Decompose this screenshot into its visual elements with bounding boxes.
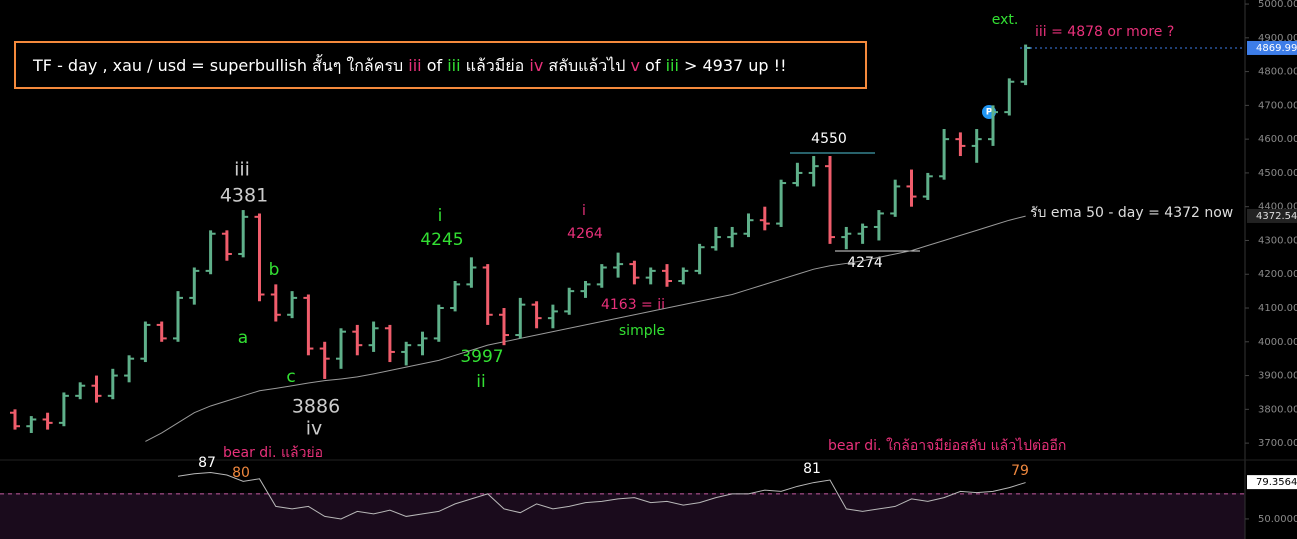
title-segment: แล้วมีย่อ: [461, 56, 530, 75]
annotation: 81: [803, 461, 821, 477]
annotation: 87: [198, 455, 216, 471]
title-box: [14, 41, 867, 89]
price-tag-label: 4372.54: [1256, 211, 1297, 222]
annotation: ext.: [992, 12, 1019, 28]
annotations: iii 4381 a b c 3886 iv i 4245 3997 ii i …: [198, 12, 1233, 481]
price-tag: [1247, 475, 1297, 490]
marker-text: P: [986, 108, 993, 118]
y-tick-label: 4600.00: [1258, 134, 1297, 145]
ema-line: [145, 215, 1026, 442]
y-tick-label: 4000.00: [1258, 337, 1297, 348]
rsi-line: [177, 472, 1026, 520]
annotation: iv: [306, 418, 323, 440]
title-segment: > 4937 up !!: [679, 56, 787, 75]
annotation: 80: [232, 465, 250, 481]
title-segment: TF - day , xau / usd = superbullish สั้น…: [32, 54, 408, 75]
annotation: bear di. ใกล้อาจมีย่อสลับ แล้วไปต่ออีก: [828, 437, 1066, 454]
annotation: 79: [1011, 463, 1029, 479]
chart-title: TF - day , xau / usd = superbullish สั้น…: [32, 54, 787, 75]
y-tick-label: 4800.00: [1258, 67, 1297, 78]
annotation: i: [582, 203, 586, 219]
y-tick-label: 3900.00: [1258, 371, 1297, 382]
annotation: iii: [234, 159, 250, 181]
annotation: a: [238, 328, 248, 348]
y-tick-label: 4100.00: [1258, 303, 1297, 314]
y-tick-label: 4400.00: [1258, 202, 1297, 213]
price-tag: [1247, 40, 1297, 55]
annotation: ii: [476, 372, 485, 392]
y-tick-label: 3800.00: [1258, 404, 1297, 415]
annotation: b: [269, 260, 280, 280]
y-tick-label: 50.0000: [1258, 514, 1297, 525]
annotation: 4550: [811, 131, 847, 147]
y-tick-label: 4700.00: [1258, 100, 1297, 111]
title-segment: v: [631, 56, 640, 75]
annotation: 4264: [567, 226, 603, 242]
y-tick-label: 5000.00: [1258, 0, 1297, 10]
annotation: 4274: [847, 255, 883, 271]
title-segment: of: [422, 56, 448, 75]
price-tag-label: 79.3564: [1256, 477, 1297, 488]
annotation: 3997: [460, 347, 503, 367]
annotation: 4163 = ii: [601, 297, 665, 313]
y-tick-label: 4300.00: [1258, 235, 1297, 246]
annotation: รับ ema 50 - day = 4372 now: [1030, 205, 1233, 221]
annotation: bear di. แล้วย่อ: [223, 445, 323, 461]
price-tag-label: 4869.99: [1256, 43, 1297, 54]
title-segment: iii: [447, 56, 460, 75]
title-segment: สลับแล้วไป: [543, 56, 630, 75]
title-segment: iii: [408, 56, 421, 75]
annotation: 4245: [420, 230, 463, 250]
title-segment: iii: [666, 56, 679, 75]
annotation: 3886: [292, 396, 340, 418]
annotation: iii = 4878 or more ?: [1035, 24, 1174, 40]
y-tick-label: 4200.00: [1258, 269, 1297, 280]
annotation: simple: [619, 323, 665, 339]
y-tick-label: 3700.00: [1258, 438, 1297, 449]
annotation: i: [438, 206, 443, 226]
y-tick-label: 4500.00: [1258, 168, 1297, 179]
annotation: c: [286, 367, 295, 387]
title-segment: of: [640, 56, 666, 75]
price-tag: [1247, 208, 1297, 223]
rsi-band: [0, 493, 1245, 539]
title-segment: iv: [529, 56, 543, 75]
y-tick-label: 4900.00: [1258, 33, 1297, 44]
annotation: 4381: [220, 185, 268, 207]
